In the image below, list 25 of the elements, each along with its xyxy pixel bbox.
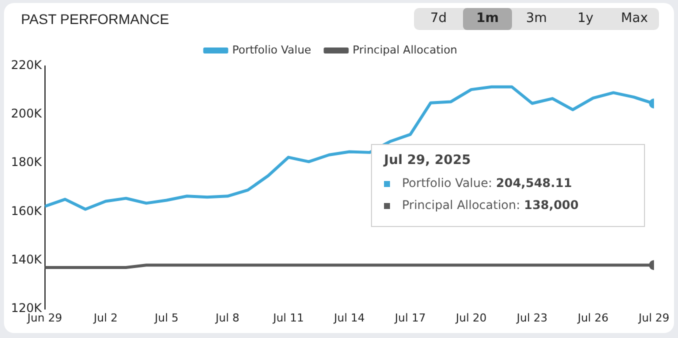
text: 1y — [576, 10, 594, 28]
x-tick-label: Jul 8 — [214, 311, 240, 324]
text: 3m — [525, 10, 548, 28]
x-tick-label: Jul 2 — [92, 311, 118, 324]
y-tick-label: 200K — [10, 106, 43, 121]
x-tick-label: Jul 26 — [576, 311, 608, 324]
text: 1m — [463, 8, 512, 30]
text: Max — [620, 10, 649, 28]
y-tick-label: 160K — [10, 204, 43, 218]
y-tick-label: 140K — [10, 252, 43, 266]
text: 7d — [429, 10, 448, 28]
x-tick-label: Jul 11 — [272, 311, 304, 324]
y-tick-label: 180K — [10, 155, 43, 170]
y-tick-label: 220K — [10, 58, 43, 72]
x-tick-label: Jul 5 — [154, 311, 179, 324]
x-tick-label: Jul 17 — [394, 311, 426, 324]
x-tick-label: Jul 14 — [333, 311, 365, 324]
chart-title: PAST PERFORMANCE — [21, 11, 170, 27]
x-tick-label: Jul 20 — [454, 311, 487, 324]
x-tick-label: Jul 23 — [516, 311, 548, 324]
x-tick-label: Jul 29 — [638, 311, 670, 324]
tooltip: Jul 29, 2025 Portfolio Value: 204,548.11 Principal Allocation: 138,000 — [371, 144, 645, 227]
annotation: Jul 29, 2025 Portfolio Value: 204,548.11 Principal Allocation: 138,000 — [384, 153, 580, 212]
legend-label: Principal Allocation — [352, 43, 458, 56]
legend-label: Portfolio Value — [232, 43, 312, 56]
